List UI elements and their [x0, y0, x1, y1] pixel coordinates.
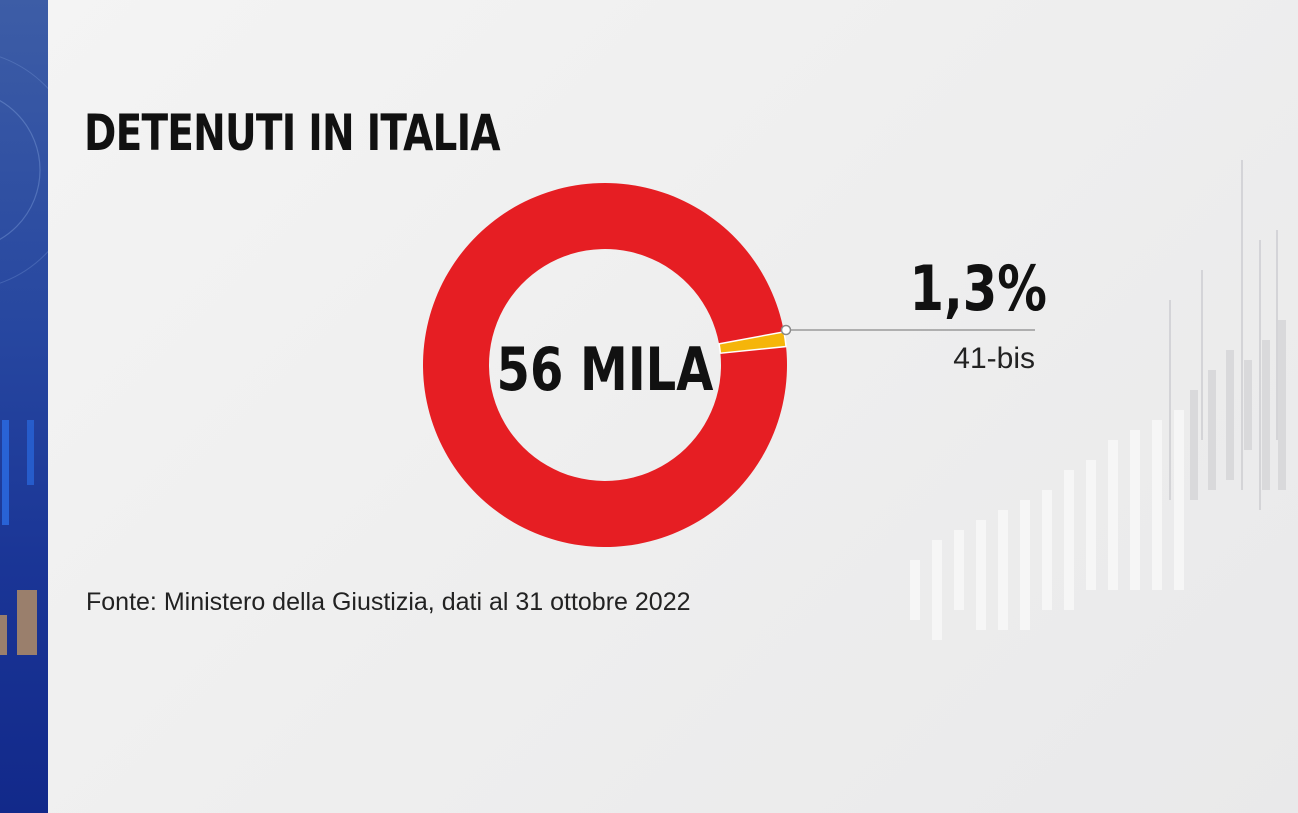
- side-decoration-icon: [0, 56, 48, 655]
- donut-slice-41-bis: [718, 330, 787, 355]
- center-label: 56 MILA: [497, 335, 714, 405]
- donut-chart: 56 MILA 1,3% 41-bis: [423, 183, 1047, 547]
- chart-title: DETENUTI IN ITALIA: [84, 104, 501, 162]
- side-panel: [0, 0, 48, 813]
- leader-dot: [780, 324, 792, 336]
- slice-value-label: 1,3%: [909, 254, 1047, 326]
- donut-slices: [423, 183, 787, 547]
- source-note: Fonte: Ministero della Giustizia, dati a…: [86, 588, 691, 616]
- donut-slice-main: [423, 183, 787, 547]
- background-candlestick-icon: [910, 160, 1286, 640]
- slice-category-label: 41-bis: [953, 342, 1035, 375]
